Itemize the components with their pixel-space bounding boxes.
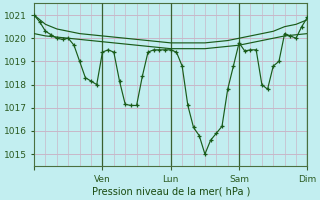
X-axis label: Pression niveau de la mer( hPa ): Pression niveau de la mer( hPa ) (92, 187, 250, 197)
